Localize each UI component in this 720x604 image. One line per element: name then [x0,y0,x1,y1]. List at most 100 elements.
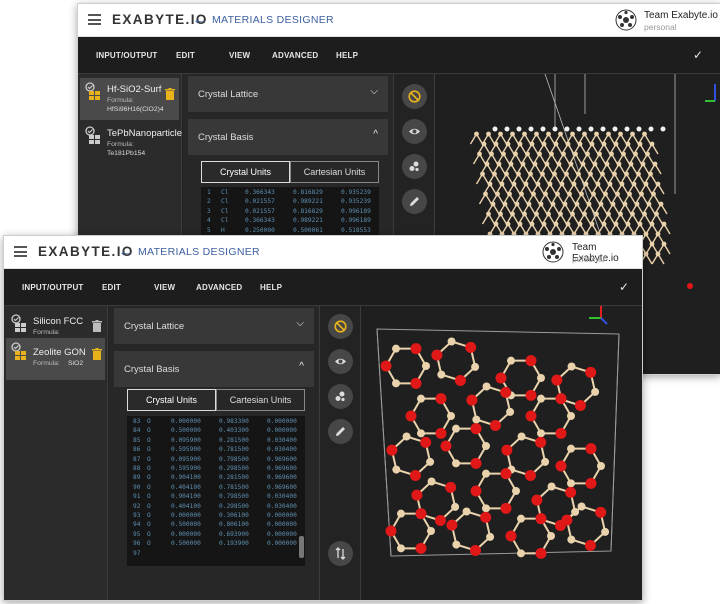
menu-edit[interactable]: EDIT [102,283,122,292]
table-row[interactable]: 92 O 0.404100 0.298500 0.030400 [127,503,305,513]
edit-button[interactable] [328,419,353,444]
menu-help[interactable]: HELP [336,51,359,60]
si-atom [661,221,667,227]
table-row[interactable]: 84 O 0.500000 0.403300 0.000000 [127,427,305,437]
table-row[interactable]: 94 O 0.500000 0.806100 0.000000 [127,521,305,531]
menu-input-output[interactable]: INPUT/OUTPUT [22,283,84,292]
si-atom [645,151,650,157]
brand-logo[interactable]: EXABYTE.IO [38,244,134,259]
wireframe-button[interactable] [402,84,427,109]
table-row[interactable]: 86 O 0.595900 0.781500 0.030400 [127,446,305,456]
check-icon[interactable]: ✓ [693,48,704,62]
h-atom [564,126,570,132]
crystal-basis-header[interactable]: Crystal Basis ^ [114,351,314,387]
menu-advanced[interactable]: ADVANCED [196,283,243,292]
cell-x: 0.000000 [171,418,201,425]
si-atom [646,201,652,207]
crystal-lattice-header[interactable]: Crystal Lattice ⌵ [188,76,388,112]
table-row[interactable]: 85 O 0.095900 0.281500 0.030400 [127,437,305,447]
toggle-view-button[interactable] [402,119,427,144]
table-row[interactable]: 87 O 0.095900 0.798500 0.969600 [127,456,305,466]
table-row[interactable]: 88 O 0.595900 0.298500 0.969600 [127,465,305,475]
si-atom [589,141,595,147]
table-row[interactable]: 93 O 0.000000 0.306100 0.000000 [127,512,305,522]
o-atom [525,355,537,367]
table-row[interactable]: 1 Cl 0.366343 0.816829 0.935239 [201,189,379,199]
ring [495,355,545,401]
structure-viewer-front[interactable] [361,306,642,600]
material-item[interactable]: TePbNanoparticle Formula: Te181Pb154 [80,122,182,164]
tab-cartesian-units[interactable]: Cartesian Units [290,161,379,183]
table-row[interactable]: 83 O 0.000000 0.983300 0.000000 [127,418,305,428]
si-atom [642,131,647,137]
si-atom [598,201,604,207]
hamburger-menu-icon[interactable] [14,246,27,257]
table-row[interactable]: 5 H 0.250000 0.500061 0.518553 [201,227,379,237]
team-name[interactable]: Team Exabyte.io [572,242,619,264]
cell-el: Cl [221,198,229,206]
back-arrow-icon[interactable]: ← [192,11,208,28]
chevron-up-icon: ^ [299,361,304,372]
o-atom [501,444,513,456]
si-atom [517,221,523,227]
cell-z: 0.935239 [341,189,371,196]
wireframe-button[interactable] [328,314,353,339]
hamburger-menu-icon[interactable] [88,14,101,25]
basis-table[interactable]: 83 O 0.000000 0.983300 0.000000 84 O 0.500000 0.… [127,416,305,566]
nanoparticle-visualization[interactable] [435,74,720,374]
material-item[interactable]: Hf-SiO2-Surf Formula: HfSi96H16(ClO2)4 [80,78,179,120]
table-row[interactable]: 89 O 0.904100 0.281500 0.969600 [127,474,305,484]
trash-icon[interactable] [165,88,175,100]
crystal-lattice-header[interactable]: Crystal Lattice ⌵ [114,308,314,344]
team-avatar[interactable] [542,241,564,263]
back-arrow-icon[interactable]: ← [118,243,134,260]
team-avatar[interactable] [615,9,637,31]
atoms-button[interactable] [402,154,427,179]
table-row[interactable]: 95 O 0.000000 0.693900 0.000000 [127,531,305,541]
si-atom [567,191,572,197]
swap-axes-button[interactable] [328,541,353,566]
tab-crystal-units[interactable]: Crystal Units [201,161,290,183]
materials-sidebar: Silicon FCC Formula: Si Zeolite GON Form… [4,306,108,600]
menu-edit[interactable]: EDIT [176,51,196,60]
table-row[interactable]: 97 [127,550,305,560]
h-atom [624,126,630,132]
structure-viewer-back[interactable] [435,74,720,374]
menu-advanced[interactable]: ADVANCED [272,51,319,60]
si-atom [600,171,605,177]
si-atom [594,131,599,137]
menu-view[interactable]: VIEW [229,51,251,60]
brand-logo[interactable]: EXABYTE.IO [112,12,208,27]
tab-crystal-units[interactable]: Crystal Units [127,389,216,411]
table-scrollbar[interactable] [299,536,304,558]
si-atom [601,141,607,147]
cell-el: O [147,418,151,425]
table-row[interactable]: 90 O 0.404100 0.781500 0.969600 [127,484,305,494]
zeolite-visualization[interactable] [361,306,642,600]
cell-idx: 91 [133,493,141,501]
menu-help[interactable]: HELP [260,283,283,292]
menu-view[interactable]: VIEW [154,283,176,292]
table-row[interactable]: 3 Cl 0.021557 0.816829 0.996189 [201,208,379,218]
check-icon[interactable]: ✓ [619,280,630,294]
edit-button[interactable] [402,189,427,214]
tab-cartesian-units[interactable]: Cartesian Units [216,389,305,411]
table-row[interactable]: 96 O 0.500000 0.193900 0.000000 [127,540,305,550]
atoms-button[interactable] [328,384,353,409]
table-row[interactable]: 2 Cl 0.021557 0.989221 0.935239 [201,198,379,208]
toggle-view-button[interactable] [328,349,353,374]
si-atom [556,161,562,167]
cell-y: 0.281500 [219,436,249,444]
trash-icon[interactable] [92,320,102,332]
crystal-basis-header[interactable]: Crystal Basis ^ [188,119,388,155]
si-atom [486,532,495,541]
table-row[interactable]: 4 Cl 0.366343 0.989221 0.996189 [201,217,379,227]
trash-icon[interactable] [92,348,102,360]
team-name[interactable]: Team Exabyte.io [644,10,718,21]
table-row[interactable]: 91 O 0.904100 0.798500 0.030400 [127,493,305,503]
menu-input-output[interactable]: INPUT/OUTPUT [96,51,158,60]
molecule-icon [335,391,345,402]
material-item[interactable]: Zeolite GON Formula: SiO2 [6,338,105,380]
cell-x: 0.095900 [171,436,201,444]
si-atom [402,432,411,441]
